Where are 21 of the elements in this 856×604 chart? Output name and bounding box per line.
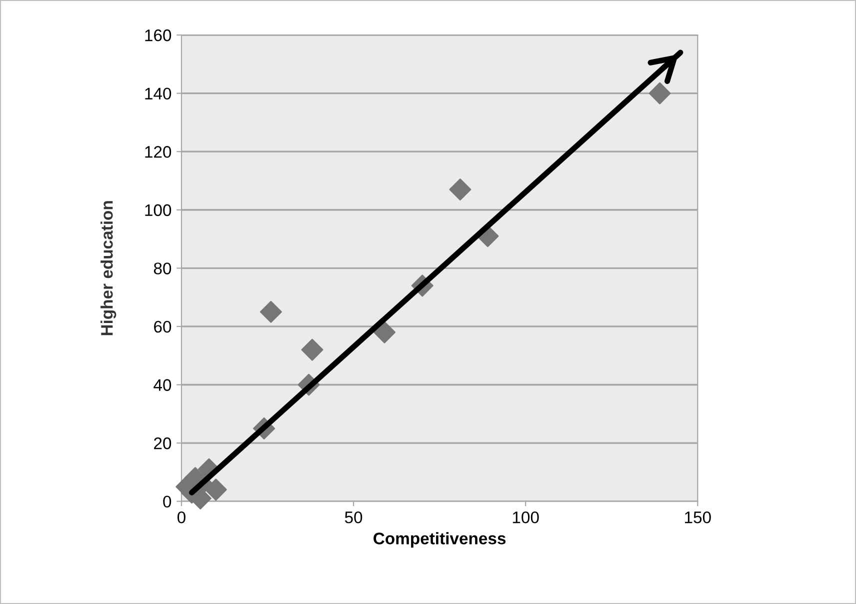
y-tick-label: 0 xyxy=(163,496,172,508)
x-axis-title: Competitiveness xyxy=(374,532,506,548)
point xyxy=(301,338,324,361)
y-tick-label: 20 xyxy=(154,437,172,450)
y-tick-label: 120 xyxy=(145,146,172,158)
y-tick-label: 40 xyxy=(154,379,172,391)
x-tick-label: 150 xyxy=(685,511,711,524)
point xyxy=(204,478,227,501)
x-tick-label: 50 xyxy=(344,511,362,524)
point xyxy=(449,178,472,200)
y-tick-label: 140 xyxy=(145,88,172,100)
y-tick-label: 80 xyxy=(154,262,172,274)
y-tick-label: 100 xyxy=(145,204,172,216)
point xyxy=(260,300,282,323)
y-tick-label: 60 xyxy=(154,320,172,333)
y-tick-label: 160 xyxy=(145,29,172,42)
x-tick-label: 0 xyxy=(177,511,186,524)
x-tick-label: 100 xyxy=(512,511,539,524)
point xyxy=(648,82,671,104)
point xyxy=(374,321,396,344)
y-axis-title: Higher education xyxy=(100,201,116,336)
